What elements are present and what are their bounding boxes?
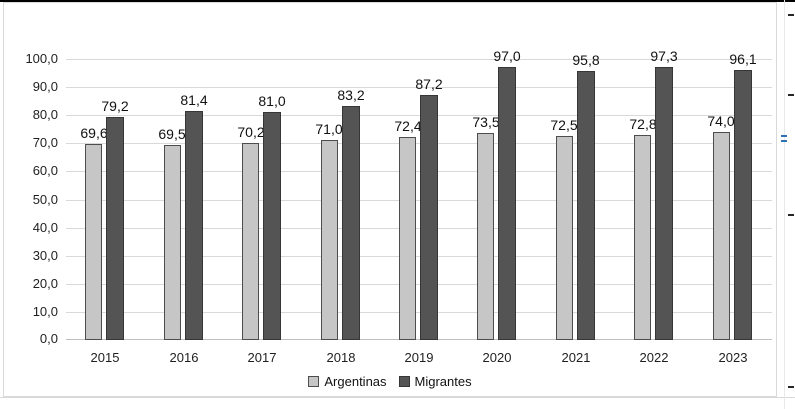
edge-mark xyxy=(788,214,794,216)
legend-swatch-icon xyxy=(308,376,320,387)
y-axis-tick-label: 30,0 xyxy=(32,248,58,263)
y-axis-tick-label: 50,0 xyxy=(32,192,58,207)
bar-value-label: 71,0 xyxy=(315,121,343,137)
y-axis-tick-label: 20,0 xyxy=(32,276,58,291)
bar-argentinas-2015 xyxy=(85,144,102,340)
right-margin-line xyxy=(784,0,785,409)
y-axis-tick-label: 0,0 xyxy=(39,331,58,346)
bar-migrantes-2017 xyxy=(263,112,281,340)
gridline xyxy=(66,284,772,285)
x-axis-category-label: 2018 xyxy=(326,350,356,365)
x-axis-category-label: 2022 xyxy=(639,350,669,365)
y-axis-tick-label: 60,0 xyxy=(32,163,58,178)
gridline xyxy=(66,171,772,172)
x-axis-category-label: 2015 xyxy=(90,350,120,365)
plot-area: 0,0 10,0 20,0 30,0 40,0 50,0 60,0 70,0 80,0 90,0 1… xyxy=(25,48,772,365)
bar-value-label: 69,5 xyxy=(158,126,186,142)
y-axis-tick-label: 70,0 xyxy=(32,135,58,150)
bar-value-label: 70,2 xyxy=(237,124,265,140)
bar-value-label: 72,4 xyxy=(394,118,422,134)
bar-value-label: 87,2 xyxy=(415,76,443,92)
y-axis-tick-label: 80,0 xyxy=(32,107,58,122)
bar-migrantes-2021 xyxy=(577,71,595,340)
bar-migrantes-2020 xyxy=(498,67,516,340)
legend-item-migrantes: Migrantes xyxy=(398,374,472,389)
bar-migrantes-2023 xyxy=(734,70,752,340)
top-border-rule xyxy=(0,0,795,2)
bar-migrantes-2022 xyxy=(655,67,673,340)
x-axis-category-label: 2021 xyxy=(561,350,591,365)
edge-mark-blue xyxy=(781,140,787,142)
edge-mark xyxy=(788,94,794,96)
bar-value-label: 81,4 xyxy=(180,92,208,108)
bottom-border-rule xyxy=(0,397,795,398)
x-axis-category-label: 2017 xyxy=(247,350,277,365)
x-axis-category-label: 2016 xyxy=(169,350,199,365)
bar-value-label: 69,6 xyxy=(80,125,108,141)
bar-value-label: 97,3 xyxy=(650,48,678,64)
bar-value-label: 83,2 xyxy=(337,87,365,103)
gridline xyxy=(66,312,772,313)
bar-argentinas-2021 xyxy=(556,136,573,340)
bar-argentinas-2019 xyxy=(399,137,416,340)
y-axis-tick-label: 40,0 xyxy=(32,220,58,235)
bar-migrantes-2019 xyxy=(420,95,438,340)
bar-value-label: 74,0 xyxy=(707,113,735,129)
legend-item-argentinas: Argentinas xyxy=(308,374,387,389)
x-axis-line xyxy=(66,339,772,340)
x-axis-category-label: 2023 xyxy=(718,350,748,365)
bar-value-label: 96,1 xyxy=(729,51,757,67)
bar-argentinas-2020 xyxy=(477,133,494,340)
bar-argentinas-2016 xyxy=(164,145,181,340)
legend-swatch-icon xyxy=(398,376,410,387)
y-axis-tick-label: 100,0 xyxy=(25,51,58,66)
bar-value-label: 72,5 xyxy=(550,117,578,133)
gridline xyxy=(66,143,772,144)
bar-value-label: 97,0 xyxy=(493,48,521,64)
bar-argentinas-2022 xyxy=(634,135,651,340)
bar-chart[interactable]: 0,0 10,0 20,0 30,0 40,0 50,0 60,0 70,0 80,0 90,0 1… xyxy=(3,2,777,397)
bar-argentinas-2017 xyxy=(242,143,259,340)
bar-migrantes-2016 xyxy=(185,111,203,340)
x-axis-category-label: 2019 xyxy=(404,350,434,365)
y-axis-tick-label: 90,0 xyxy=(32,79,58,94)
legend-label: Migrantes xyxy=(414,374,472,389)
gridline xyxy=(66,59,772,60)
edge-mark-blue xyxy=(781,135,787,137)
bar-value-label: 79,2 xyxy=(101,98,129,114)
chart-legend: Argentinas Migrantes xyxy=(4,374,776,389)
edge-mark xyxy=(788,386,794,388)
gridline xyxy=(66,115,772,116)
bar-migrantes-2015 xyxy=(106,117,124,340)
gridline xyxy=(66,228,772,229)
x-axis-category-label: 2020 xyxy=(482,350,512,365)
gridline xyxy=(66,256,772,257)
gridline xyxy=(66,200,772,201)
bar-migrantes-2018 xyxy=(342,106,360,340)
bar-argentinas-2023 xyxy=(713,132,730,340)
legend-label: Argentinas xyxy=(324,374,387,389)
edge-mark xyxy=(788,14,794,16)
bar-value-label: 73,5 xyxy=(472,114,500,130)
y-axis-tick-label: 10,0 xyxy=(32,304,58,319)
gridline xyxy=(66,87,772,88)
bar-value-label: 95,8 xyxy=(572,52,600,68)
bar-value-label: 81,0 xyxy=(258,93,286,109)
bar-argentinas-2018 xyxy=(321,140,338,340)
bar-value-label: 72,8 xyxy=(629,116,657,132)
